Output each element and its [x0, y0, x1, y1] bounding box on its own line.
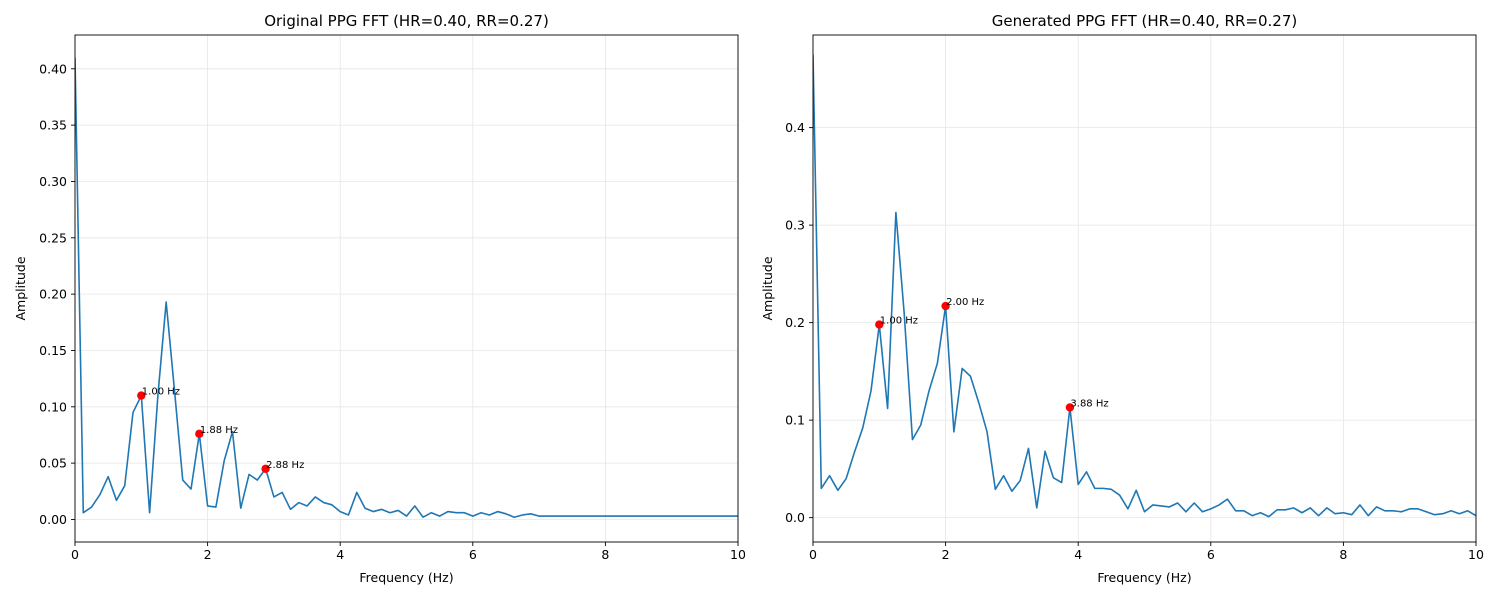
chart-title: Generated PPG FFT (HR=0.40, RR=0.27) [992, 12, 1297, 30]
peak-label: 1.00 Hz [880, 316, 918, 327]
y-tick-label: 0.30 [39, 174, 67, 189]
axes-frame [74, 34, 739, 543]
peak-marker [941, 301, 950, 311]
peak-marker [137, 391, 146, 400]
peak-marker [875, 320, 884, 329]
x-tick-label: 10 [1468, 547, 1484, 562]
x-tick-label: 4 [336, 547, 344, 562]
y-tick-label: 0.15 [39, 343, 67, 358]
chart-title: Original PPG FFT (HR=0.40, RR=0.27) [264, 12, 549, 30]
y-tick-label: 0.2 [785, 315, 805, 330]
peak-marker [261, 464, 270, 473]
x-axis-label: Frequency (Hz) [359, 570, 453, 585]
chart-panel-generated: 1.00 Hz 2.00 Hz 3.88 Hz 0 2 4 6 8 10 0.0 0.1 0.2 0.3… [760, 12, 1484, 585]
x-axis-label: Frequency (Hz) [1097, 570, 1191, 585]
y-tick-label: 0.20 [39, 287, 67, 302]
y-axis-label: Amplitude [13, 256, 28, 320]
y-tick-label: 0.4 [785, 120, 805, 135]
x-tick-label: 0 [71, 547, 79, 562]
y-tick-label: 0.00 [39, 512, 67, 527]
y-tick-label: 0.10 [39, 399, 67, 414]
y-tick-label: 0.25 [39, 230, 67, 245]
y-tick-label: 0.35 [39, 118, 67, 133]
peak-label: 2.88 Hz [266, 460, 304, 471]
peak-marker [195, 429, 204, 439]
x-tick-label: 8 [1339, 547, 1347, 562]
x-tick-label: 6 [1207, 547, 1215, 562]
axes-frame [812, 34, 1477, 543]
y-tick-label: 0.0 [785, 510, 805, 525]
series-line [813, 54, 1476, 518]
x-tick-label: 0 [809, 547, 817, 562]
y-tick-label: 0.3 [785, 218, 805, 233]
peak-label: 1.88 Hz [200, 425, 238, 436]
x-tick-label: 8 [601, 547, 609, 562]
series-line [75, 57, 738, 519]
x-tick-label: 2 [204, 547, 212, 562]
y-tick-label: 0.05 [39, 456, 67, 471]
y-tick-label: 0.1 [785, 413, 805, 428]
peak-label: 3.88 Hz [1070, 398, 1108, 409]
peak-marker [1065, 403, 1075, 412]
chart-panel-original: 1.00 Hz 1.88 Hz 2.88 Hz 0 2 4 6 8 10 0.00 0.05 0.10… [13, 12, 746, 585]
peak-label: 1.00 Hz [142, 387, 180, 398]
peak-label: 2.00 Hz [946, 297, 984, 308]
x-tick-label: 2 [942, 547, 950, 562]
x-tick-label: 4 [1074, 547, 1082, 562]
y-tick-label: 0.40 [39, 61, 67, 76]
x-tick-label: 10 [730, 547, 746, 562]
y-axis-label: Amplitude [760, 256, 775, 320]
x-tick-label: 6 [469, 547, 477, 562]
